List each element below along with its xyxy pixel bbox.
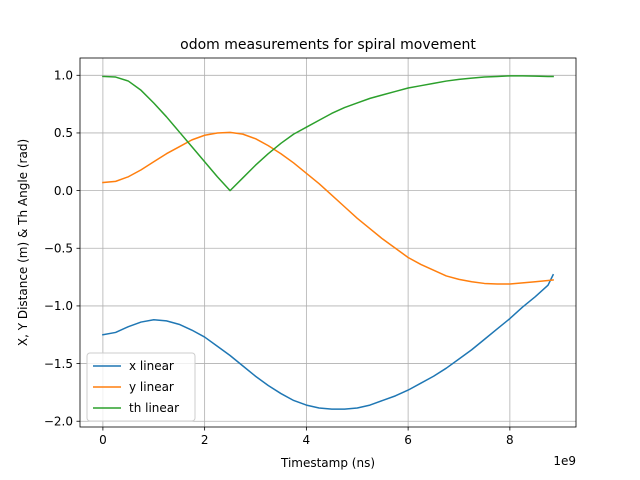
x-tick-label: 2	[201, 433, 209, 447]
y-tick-label: −1.0	[44, 299, 73, 313]
y-tick-label: 0.5	[54, 126, 73, 140]
series-line-x-linear	[102, 273, 555, 410]
x-axis-label: Timestamp (ns)	[280, 456, 375, 470]
legend-box	[86, 352, 196, 422]
y-tick-label: 0.0	[54, 184, 73, 198]
legend-label: th linear	[129, 401, 179, 415]
chart-title: odom measurements for spiral movement	[180, 37, 476, 53]
x-tick-label: 0	[99, 433, 107, 447]
y-tick-label: 1.0	[54, 68, 73, 82]
legend: x linear y linear th linear	[86, 352, 196, 422]
legend-label: x linear	[129, 359, 174, 373]
y-tick-label: −2.0	[44, 414, 73, 428]
axis-ticks: 0 2 4 6 8 −2.0 −1.5 −1.0 −0.5 0.0 0.5 1.0	[44, 68, 514, 447]
y-tick-label: −1.5	[44, 357, 73, 371]
series-lines	[102, 75, 555, 410]
series-line-th-linear	[102, 75, 554, 192]
y-axis-label: X, Y Distance (m) & Th Angle (rad)	[16, 139, 30, 346]
x-axis-offset-label: 1e9	[553, 454, 576, 468]
y-tick-label: −0.5	[44, 241, 73, 255]
legend-label: y linear	[129, 380, 174, 394]
x-tick-label: 4	[303, 433, 311, 447]
x-tick-label: 6	[404, 433, 412, 447]
plot-frame	[79, 57, 577, 428]
grid-lines	[80, 58, 576, 427]
series-line-y-linear	[102, 131, 554, 285]
x-tick-label: 8	[506, 433, 514, 447]
